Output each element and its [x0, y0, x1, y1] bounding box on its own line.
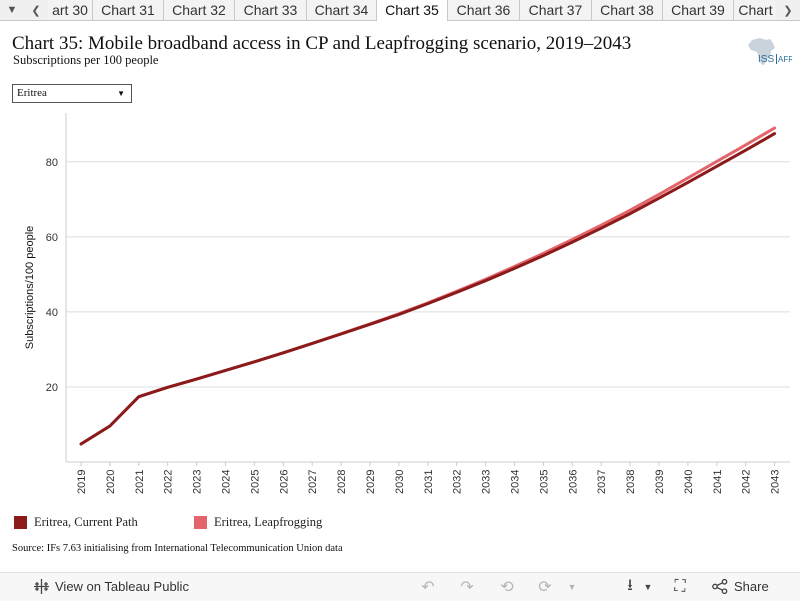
x-tick-label: 2031	[423, 470, 435, 494]
x-tick-label: 2042	[741, 470, 753, 494]
chart-subtitle: Subscriptions per 100 people	[13, 53, 159, 67]
x-tick-label: 2035	[538, 470, 550, 494]
refresh-menu-caret-icon[interactable]: ▼	[567, 582, 577, 592]
tableau-footer: View on Tableau Public ↶ ↷ ⟲ ⟳ ▼ ⭳ ▼ ⛶ S…	[0, 572, 800, 601]
share-icon	[712, 579, 728, 594]
legend-swatch-leapfrogging	[194, 515, 207, 529]
x-tick-label: 2029	[365, 470, 377, 494]
x-tick-label: 2043	[770, 470, 782, 494]
legend-swatch-current-path	[14, 515, 27, 529]
download-icon[interactable]: ⭳	[627, 576, 633, 594]
tab-chart-34[interactable]: Chart 34	[307, 0, 377, 20]
tableau-logo-icon	[34, 579, 49, 594]
tab-chart-32[interactable]: Chart 32	[164, 0, 235, 20]
x-tick-label: 2022	[163, 470, 175, 494]
x-tick-label: 2019	[76, 470, 88, 494]
x-tick-label: 2020	[105, 470, 117, 494]
y-tick-label: 20	[46, 382, 58, 394]
x-tick-label: 2030	[394, 470, 406, 494]
x-tick-label: 2028	[336, 470, 348, 494]
x-tick-label: 2024	[221, 470, 233, 494]
y-tick-label: 40	[46, 307, 58, 319]
x-tick-label: 2027	[307, 470, 319, 494]
iss-africa-logo: ISS AFRICA	[742, 36, 800, 68]
tabs-menu-caret-icon[interactable]: ▼	[6, 4, 18, 16]
fullscreen-icon[interactable]: ⛶	[674, 578, 686, 595]
legend-item-current-path[interactable]: Eritrea, Current Path	[14, 512, 138, 532]
y-axis-label: Subscriptions/100 people	[24, 226, 36, 350]
tab-chart-36[interactable]: Chart 36	[448, 0, 520, 20]
country-filter-dropdown[interactable]: Eritrea ▼	[12, 84, 132, 103]
undo-icon[interactable]: ↶	[421, 579, 435, 596]
share-label: Share	[734, 579, 769, 594]
redo-icon[interactable]: ↷	[460, 579, 474, 596]
tabs-scroll-right-icon[interactable]: ❯	[776, 0, 800, 20]
tab-chart-39[interactable]: Chart 39	[663, 0, 734, 20]
svg-text:AFRICA: AFRICA	[778, 55, 792, 64]
x-tick-label: 2038	[625, 470, 637, 494]
share-button[interactable]: Share	[712, 579, 769, 594]
view-on-tableau-public-link[interactable]: View on Tableau Public	[34, 579, 189, 594]
view-on-tableau-public-label: View on Tableau Public	[55, 579, 189, 594]
tab-chart-35[interactable]: Chart 35	[377, 0, 448, 21]
x-tick-label: 2039	[654, 470, 666, 494]
tab-chart[interactable]: Chart	[734, 0, 778, 20]
x-tick-label: 2036	[567, 470, 579, 494]
y-tick-label: 60	[46, 232, 58, 244]
download-menu-caret-icon[interactable]: ▼	[643, 582, 653, 592]
y-tick-label: 80	[46, 157, 58, 169]
x-tick-label: 2040	[683, 470, 695, 494]
source-note: Source: IFs 7.63 initialising from Inter…	[12, 543, 343, 554]
x-tick-label: 2034	[510, 470, 522, 494]
tab-chart-37[interactable]: Chart 37	[520, 0, 592, 20]
svg-text:ISS: ISS	[758, 54, 774, 65]
tabs-scroll-left-icon[interactable]: ❮	[31, 4, 41, 17]
x-tick-label: 2023	[192, 470, 204, 494]
tab-bar: ▼ ❮ art 30 Chart 31 Chart 32 Chart 33 Chart …	[0, 0, 800, 21]
tab-art-30[interactable]: art 30	[48, 0, 93, 20]
x-tick-label: 2025	[249, 470, 261, 494]
country-filter-value: Eritrea	[17, 87, 47, 99]
x-tick-label: 2026	[278, 470, 290, 494]
legend-label-leapfrogging: Eritrea, Leapfrogging	[214, 514, 323, 529]
legend-item-leapfrogging[interactable]: Eritrea, Leapfrogging	[194, 512, 322, 532]
x-tick-label: 2032	[452, 470, 464, 494]
tab-chart-33[interactable]: Chart 33	[235, 0, 307, 20]
x-tick-label: 2033	[481, 470, 493, 494]
tab-chart-38[interactable]: Chart 38	[592, 0, 663, 20]
x-tick-label: 2041	[712, 470, 724, 494]
chart-title: Chart 35: Mobile broadband access in CP …	[12, 33, 632, 54]
revert-icon[interactable]: ⟲	[500, 579, 514, 596]
series-line-current-path	[79, 132, 777, 446]
x-tick-label: 2037	[596, 470, 608, 494]
x-tick-label: 2021	[134, 470, 146, 494]
series-line-leapfrogging	[79, 126, 777, 446]
legend-label-current-path: Eritrea, Current Path	[34, 514, 138, 529]
chevron-down-icon: ▼	[117, 89, 125, 98]
refresh-icon[interactable]: ⟳	[538, 579, 552, 596]
tab-chart-31[interactable]: Chart 31	[93, 0, 164, 20]
